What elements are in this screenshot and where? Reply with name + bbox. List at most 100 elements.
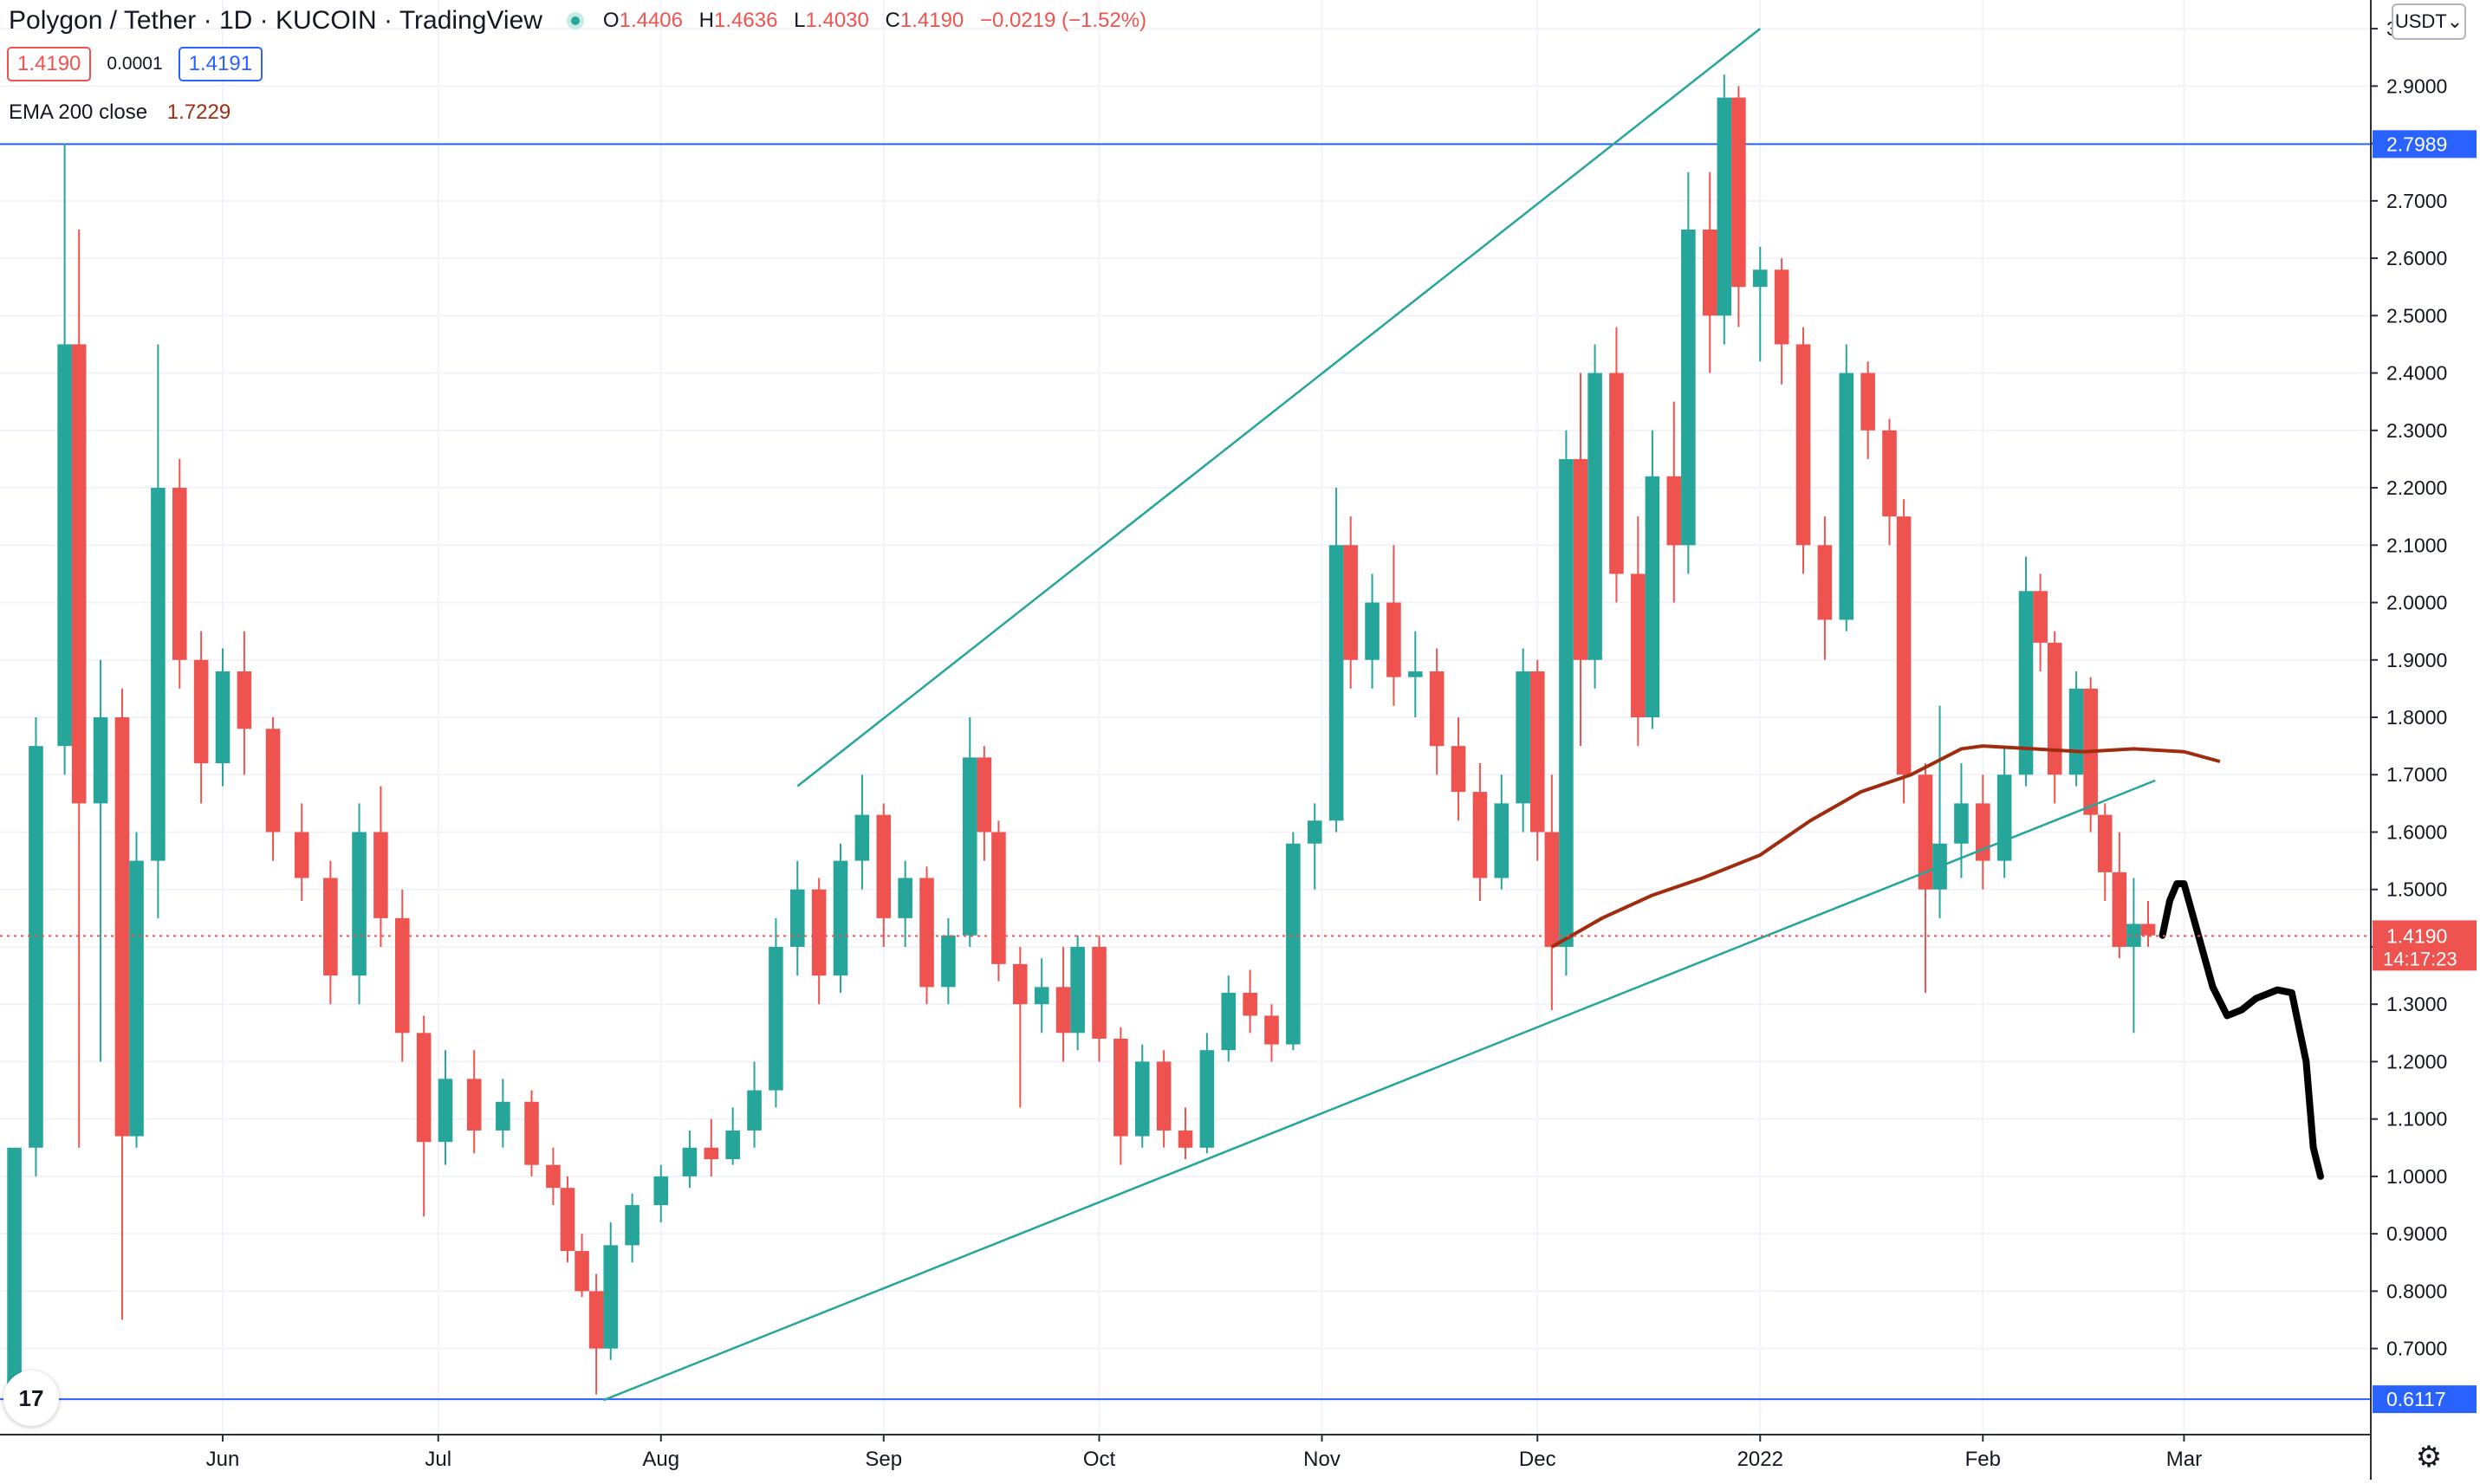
candle-body — [725, 1130, 740, 1160]
candle-body — [172, 488, 187, 660]
candle — [1702, 172, 1717, 373]
candle-body — [294, 832, 309, 878]
candle-body — [1070, 946, 1085, 1034]
candle — [2112, 832, 2127, 959]
candle — [1645, 430, 1660, 729]
candle-body — [1702, 229, 1717, 316]
price-tick-label: 0.9000 — [2386, 1222, 2447, 1245]
symbol-title[interactable]: Polygon / Tether · 1D · KUCOIN · Trading… — [9, 6, 542, 35]
candle-body — [747, 1090, 762, 1131]
price-tick-label: 2.7000 — [2386, 190, 2447, 212]
candle-body — [1774, 269, 1789, 345]
candle-body — [2126, 923, 2141, 947]
level-price-label: 2.7989 — [2386, 133, 2447, 155]
candle — [1386, 545, 1401, 706]
candle — [725, 1107, 740, 1165]
candle-body — [1494, 803, 1509, 878]
candle-body — [265, 729, 281, 833]
candle — [833, 843, 848, 993]
candle — [352, 803, 367, 1005]
candle-body — [1286, 843, 1301, 1045]
candle-body — [833, 860, 848, 976]
candle — [876, 803, 892, 947]
candle-body — [1609, 373, 1624, 574]
time-tick-label: Nov — [1303, 1448, 1341, 1471]
price-tick-label: 1.6000 — [2386, 820, 2447, 843]
time-tick-label: Jun — [206, 1448, 240, 1471]
candle — [575, 1234, 589, 1298]
candle-body — [546, 1164, 561, 1189]
candle-body — [1976, 803, 1990, 861]
market-status-icon[interactable] — [566, 12, 584, 29]
candle-body — [215, 671, 230, 763]
indicator-legend[interactable]: EMA 200 close 1.7229 — [9, 100, 230, 125]
candle-body — [1113, 1038, 1128, 1137]
chevron-down-icon: ⌄ — [2446, 10, 2464, 32]
candle-body — [1996, 774, 2012, 861]
gear-icon[interactable]: ⚙ — [2415, 1441, 2443, 1474]
candle — [1516, 648, 1530, 833]
candle-body — [1666, 476, 1682, 546]
candle — [1092, 935, 1107, 1062]
forecast-path — [2159, 880, 2324, 1180]
candle — [653, 1164, 669, 1222]
candle-body — [1034, 987, 1049, 1005]
time-tick-label: Feb — [1965, 1448, 2001, 1471]
price-tick-label: 2.5000 — [2386, 304, 2447, 327]
countdown-label: 14:17:23 — [2383, 948, 2457, 969]
tradingview-logo-icon[interactable]: 17 — [3, 1371, 59, 1426]
source-label: TradingView — [399, 6, 542, 35]
candle-body — [2018, 591, 2034, 775]
candle — [1328, 488, 1344, 833]
candle — [2047, 631, 2062, 804]
time-tick-label: Aug — [642, 1448, 679, 1471]
candle-body — [682, 1147, 698, 1176]
candle — [1731, 86, 1746, 327]
candle-body — [7, 1147, 22, 1395]
candle-body — [1752, 269, 1768, 288]
candle — [1666, 401, 1682, 603]
candle — [1932, 705, 1947, 918]
currency-unit-button[interactable]: USDT ⌄ — [2392, 3, 2466, 40]
candle — [1609, 327, 1624, 603]
candle — [1544, 774, 1560, 1010]
candle-body — [790, 889, 805, 947]
candle-body — [193, 659, 209, 763]
candle-body — [1221, 992, 1237, 1051]
time-tick-label: Sep — [865, 1448, 902, 1471]
candle-body — [1055, 987, 1071, 1034]
candle — [172, 458, 187, 689]
candle-body — [93, 717, 108, 804]
candle — [7, 1147, 22, 1401]
trendline — [796, 28, 1762, 787]
price-tick-label: 0.8000 — [2386, 1280, 2447, 1302]
candle-body — [1918, 774, 1933, 890]
candle-body — [991, 832, 1006, 964]
candle-body — [1896, 516, 1912, 775]
candle — [854, 774, 870, 890]
exchange-label: KUCOIN — [276, 6, 377, 35]
buy-price-button[interactable]: 1.4191 — [178, 47, 263, 81]
candle-body — [603, 1245, 619, 1349]
candle — [1896, 499, 1912, 804]
ohlc-values: O1.4406 H1.4636 L1.4030 C1.4190 −0.0219 … — [602, 9, 1147, 32]
open-value: 1.4406 — [619, 9, 683, 32]
candle — [1817, 516, 1833, 660]
candle — [395, 889, 410, 1062]
candle-body — [1264, 1015, 1279, 1045]
price-tick-label: 2.9000 — [2386, 75, 2447, 97]
candle — [2068, 671, 2084, 787]
spread-value: 0.0001 — [107, 54, 163, 74]
candle — [811, 878, 827, 1005]
candle — [704, 1118, 719, 1176]
current-price-badge — [2373, 920, 2477, 971]
candle-body — [1307, 820, 1322, 844]
sell-price-button[interactable]: 1.4190 — [7, 47, 92, 81]
candle-body — [1631, 574, 1646, 717]
candle-body — [1408, 671, 1423, 677]
candle-body — [1386, 602, 1401, 677]
price-tick-label: 1.2000 — [2386, 1050, 2447, 1072]
candle — [1365, 574, 1380, 689]
candle — [1307, 803, 1322, 890]
